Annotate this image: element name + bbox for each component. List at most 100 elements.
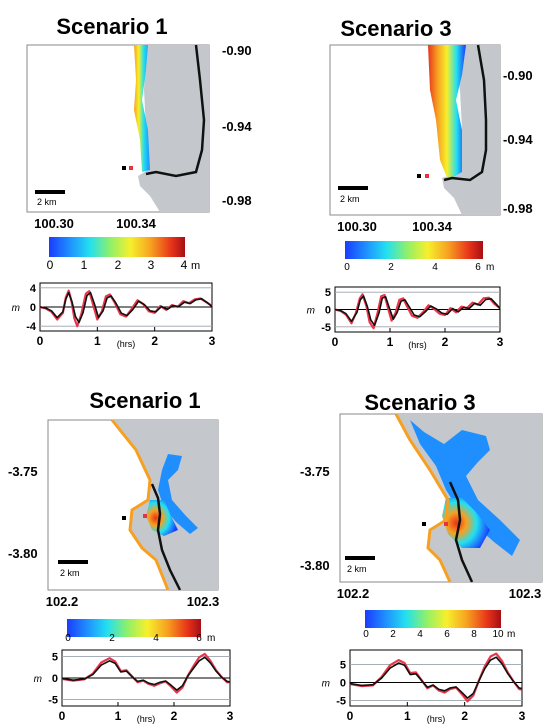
scale-bar <box>345 556 375 560</box>
coastline <box>443 44 488 182</box>
coastline <box>150 483 182 591</box>
colorbar-tick: 6 <box>475 262 481 273</box>
colorbar-gradient <box>67 619 201 637</box>
y-tick: -3.75 <box>300 464 330 479</box>
colorbar-unit: m <box>191 260 200 272</box>
scale-bar-label: 2 km <box>340 194 360 204</box>
colorbar-tick: 6 <box>196 633 202 644</box>
x-tick-label: 3 <box>497 335 504 349</box>
x-unit-label: (hrs) <box>427 714 446 724</box>
colorbar-tick: 4 <box>181 258 188 272</box>
scale-bar-label: 2 km <box>60 568 80 578</box>
x-tick-label: 2 <box>442 335 449 349</box>
y-tick-label: 0 <box>52 673 58 685</box>
colorbar-gradient <box>345 241 483 259</box>
colorbar-tick: 0 <box>65 633 71 644</box>
coastline <box>448 481 474 583</box>
colorbar-tick: 2 <box>109 633 115 644</box>
x-tick: 102.3 <box>509 586 542 601</box>
colorbar: 0 2 4 6 8 10 m <box>363 610 515 640</box>
x-tick-label: 1 <box>94 334 101 348</box>
x-tick-label: 2 <box>461 709 468 723</box>
y-tick-label: 0 <box>340 678 346 690</box>
colorbar-tick: 2 <box>115 258 122 272</box>
y-unit-label: m <box>12 303 20 314</box>
x-tick: 102.3 <box>187 594 220 609</box>
inundation-hotspot <box>442 498 490 548</box>
timeseries-plot: 40-4m0 1 2 3(hrs) <box>12 282 216 349</box>
timeseries-plot: 50-5m0 1 2 3(hrs) <box>307 286 504 350</box>
scale-bar <box>35 190 65 194</box>
y-tick-label: 5 <box>52 651 58 663</box>
y-unit-label: m <box>307 306 315 317</box>
inundation-hotspot <box>146 500 178 536</box>
scale-bar-label: 2 km <box>37 197 57 207</box>
marker-black <box>122 166 126 170</box>
colorbar-tick: 0 <box>344 262 350 273</box>
y-tick: -0.98 <box>503 201 533 216</box>
panel-title: Scenario 3 <box>340 16 451 41</box>
marker-red <box>129 166 133 170</box>
x-tick-label: 3 <box>209 334 216 348</box>
x-unit-label: (hrs) <box>137 714 156 724</box>
y-tick-label: 0 <box>30 302 36 314</box>
map: 2 km <box>329 44 501 216</box>
map: 2 km <box>339 413 543 583</box>
colorbar-gradient <box>365 610 501 628</box>
colorbar-tick: 2 <box>388 262 394 273</box>
y-tick-label: 5 <box>325 287 331 299</box>
y-unit-label: m <box>322 679 330 690</box>
x-tick-label: 3 <box>227 709 234 723</box>
y-tick-label: -5 <box>336 696 346 708</box>
y-tick-label: -5 <box>321 322 331 334</box>
x-tick: 102.2 <box>337 586 370 601</box>
inundation-zone <box>428 45 466 180</box>
y-tick-label: -4 <box>26 321 37 333</box>
simulated-series-line <box>39 291 213 324</box>
x-tick-label: 0 <box>347 709 354 723</box>
colorbar-tick: 6 <box>444 629 450 640</box>
observed-series-line <box>334 293 501 330</box>
inundation-zone <box>158 454 198 534</box>
x-tick-label: 1 <box>115 709 122 723</box>
colorbar-tick: 0 <box>47 258 54 272</box>
marker-black <box>422 522 426 526</box>
y-tick-label: -5 <box>48 695 58 707</box>
x-tick-label: 0 <box>37 334 44 348</box>
x-tick: 100.34 <box>116 216 157 231</box>
observed-series-line <box>61 652 230 694</box>
y-tick-label: 0 <box>325 305 331 317</box>
panel-top-right: Scenario 3 2 km -0.90 -0.94 -0.98 100.30… <box>307 16 534 350</box>
x-tick-label: 1 <box>404 709 411 723</box>
land-area <box>138 45 209 212</box>
timeseries-plot: 50-5m0 1 2 3(hrs) <box>34 649 234 724</box>
panel-bottom-left: Scenario 1 2 km -3.75 -3.80 102.2 102.3 … <box>8 388 234 724</box>
y-tick: -0.90 <box>503 68 533 83</box>
colorbar-tick: 3 <box>148 258 155 272</box>
x-tick-label: 3 <box>519 709 526 723</box>
colorbar-gradient <box>49 237 185 257</box>
x-tick: 100.30 <box>34 216 74 231</box>
scale-bar <box>338 186 368 190</box>
x-tick: 100.30 <box>337 219 377 234</box>
coast-inundation-rim <box>110 419 170 591</box>
coastline <box>145 44 206 178</box>
colorbar-tick: 10 <box>492 629 504 640</box>
y-tick: -3.80 <box>300 558 330 573</box>
scale-bar-label: 2 km <box>347 564 367 574</box>
marker-black <box>417 174 421 178</box>
simulated-series-line <box>61 656 231 691</box>
marker-red <box>143 514 147 518</box>
colorbar-unit: m <box>507 629 515 640</box>
x-unit-label: (hrs) <box>117 339 136 349</box>
observed-series-line <box>349 652 523 703</box>
colorbar-tick: 4 <box>417 629 423 640</box>
y-tick: -0.98 <box>222 193 252 208</box>
x-tick-label: 0 <box>59 709 66 723</box>
y-tick: -3.75 <box>8 464 38 479</box>
x-tick: 100.34 <box>412 219 453 234</box>
panel-bottom-right: Scenario 3 2 km -3.75 -3.80 102.2 102.3 … <box>300 390 543 724</box>
marker-red <box>444 522 448 526</box>
colorbar-tick: 1 <box>81 258 88 272</box>
